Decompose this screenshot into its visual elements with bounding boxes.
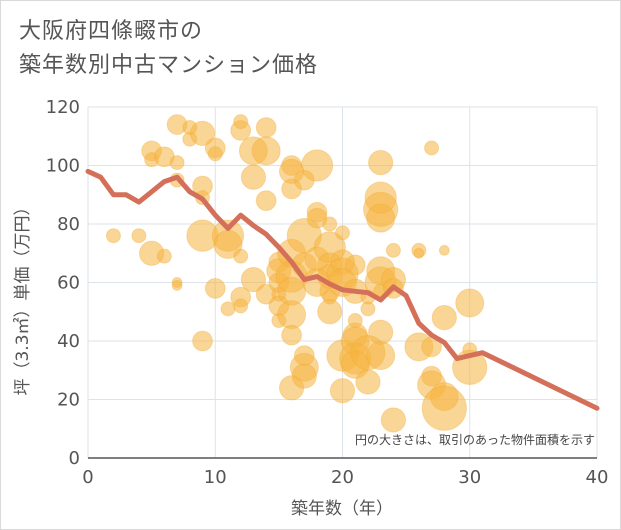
bubble-series bbox=[105, 114, 488, 433]
bubble-point bbox=[233, 248, 249, 264]
bubble-point bbox=[240, 266, 267, 293]
bubble-point bbox=[233, 298, 249, 314]
bubble-point bbox=[455, 288, 485, 318]
bubble-point bbox=[204, 277, 226, 299]
y-tick-label: 20 bbox=[57, 390, 80, 411]
x-tick-label: 30 bbox=[458, 467, 481, 488]
chart-title: 大阪府四條畷市の 築年数別中古マンション価格 bbox=[19, 15, 318, 83]
bubble-point bbox=[255, 117, 277, 138]
x-tick-label: 0 bbox=[82, 467, 93, 488]
bubble-point bbox=[431, 304, 457, 331]
bubble-point bbox=[421, 385, 467, 431]
bubble-point bbox=[368, 149, 394, 176]
y-tick-label: 0 bbox=[69, 448, 80, 469]
y-tick-label: 80 bbox=[57, 214, 80, 235]
bubble-point bbox=[322, 216, 338, 232]
y-tick-label: 40 bbox=[57, 331, 80, 352]
bubble-point bbox=[300, 149, 334, 182]
x-tick-label: 40 bbox=[586, 467, 609, 488]
bubble-point bbox=[413, 247, 425, 259]
y-tick-label: 60 bbox=[57, 273, 80, 294]
trend-line bbox=[85, 168, 600, 411]
y-axis-label: 坪（3.3㎡）単価（万円） bbox=[13, 198, 33, 395]
bubble-point bbox=[366, 203, 396, 233]
bubble-point bbox=[189, 120, 216, 146]
bubble-point bbox=[344, 254, 366, 276]
bubble-point bbox=[251, 136, 281, 166]
bubble-point bbox=[233, 114, 249, 130]
bubble-point bbox=[368, 319, 394, 345]
y-tick-label: 120 bbox=[46, 97, 80, 118]
bubble-point bbox=[105, 228, 121, 244]
bubble-point bbox=[317, 299, 343, 325]
axes: 0 10 20 30 40 0 20 40 60 80 100 120 bbox=[46, 97, 609, 488]
x-tick-label: 10 bbox=[204, 467, 227, 488]
y-tick-label: 100 bbox=[46, 156, 80, 177]
bubble-point bbox=[207, 146, 223, 162]
trend-line-group bbox=[85, 168, 600, 411]
bubble-point bbox=[240, 164, 267, 190]
bubble-point bbox=[131, 228, 147, 244]
bubble-point bbox=[355, 369, 381, 395]
x-axis-label: 築年数（年） bbox=[291, 499, 393, 519]
bubble-point bbox=[380, 407, 407, 433]
chart-title-line1: 大阪府四條畷市の bbox=[19, 19, 204, 44]
bubble-point bbox=[329, 378, 356, 404]
bubble-point bbox=[156, 248, 172, 264]
bubble-point bbox=[438, 244, 450, 256]
bubble-point bbox=[277, 300, 307, 330]
bubble-point bbox=[366, 341, 396, 371]
bubble-point bbox=[169, 155, 185, 171]
bubble-point bbox=[335, 225, 350, 241]
bubble-point bbox=[255, 190, 277, 211]
bubble-point bbox=[281, 324, 302, 346]
x-tick-label: 20 bbox=[331, 467, 354, 488]
bubble-size-note: 円の大きさは、取引のあった物件面積を示す bbox=[355, 432, 595, 447]
bubble-point bbox=[192, 330, 213, 352]
chart-title-line2: 築年数別中古マンション価格 bbox=[19, 53, 319, 78]
bubble-point bbox=[385, 242, 401, 258]
bubble-point bbox=[291, 363, 317, 389]
bubble-point bbox=[171, 279, 183, 291]
bubble-point bbox=[424, 140, 440, 156]
bubble-point bbox=[360, 301, 376, 317]
